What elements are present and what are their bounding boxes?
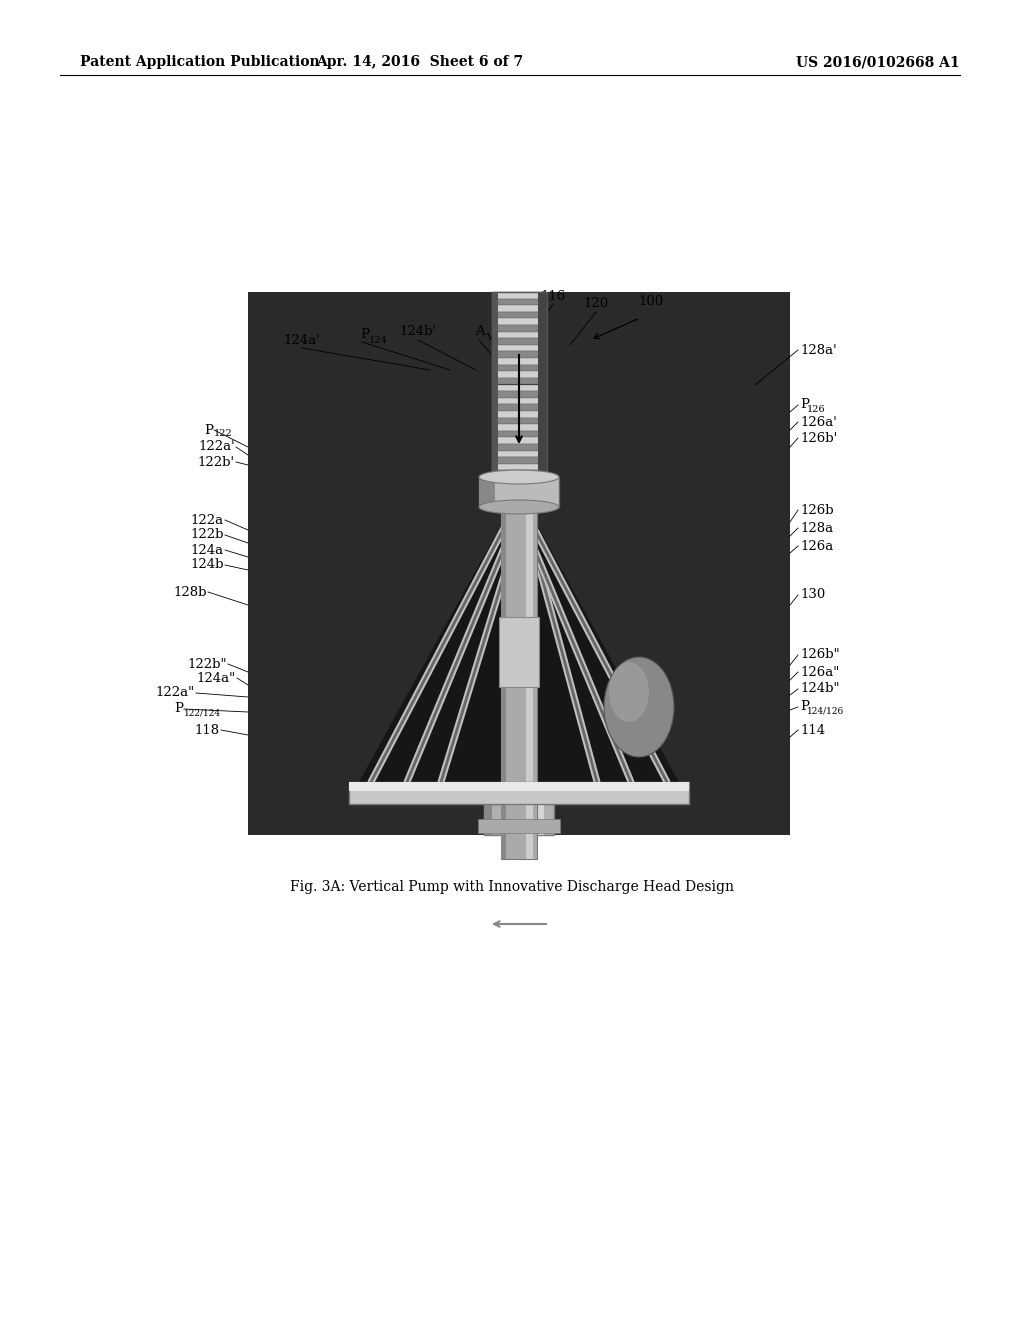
Bar [526, 507, 534, 859]
Bar [492, 457, 547, 463]
Ellipse shape [479, 500, 559, 513]
Text: 122/124: 122/124 [184, 709, 221, 718]
Bar [492, 437, 547, 444]
Text: 126a: 126a [800, 540, 834, 553]
Text: 126: 126 [807, 404, 825, 413]
Text: 124b': 124b' [399, 325, 436, 338]
Text: Apr. 14, 2016  Sheet 6 of 7: Apr. 14, 2016 Sheet 6 of 7 [316, 55, 523, 69]
Bar [492, 318, 547, 325]
Text: 126b': 126b' [800, 432, 838, 445]
Text: 126b: 126b [800, 503, 834, 516]
Bar [492, 430, 547, 437]
Bar [501, 507, 537, 859]
Bar [479, 477, 559, 507]
Bar [492, 371, 547, 378]
Text: 122a': 122a' [199, 441, 234, 454]
Text: US 2016/0102668 A1: US 2016/0102668 A1 [797, 55, 961, 69]
Text: P: P [204, 424, 213, 437]
Text: 124a": 124a" [197, 672, 236, 685]
Text: Patent Application Publication: Patent Application Publication [80, 55, 319, 69]
Bar [492, 345, 547, 351]
Text: A: A [475, 325, 484, 338]
Bar [492, 338, 547, 345]
Bar [534, 804, 544, 836]
Bar [492, 391, 547, 397]
Text: 124a': 124a' [284, 334, 321, 347]
Bar [492, 417, 547, 424]
Bar [492, 331, 547, 338]
Bar [492, 292, 498, 477]
Text: 122a: 122a [190, 513, 224, 527]
Text: 100: 100 [638, 294, 664, 308]
Text: 124/126: 124/126 [807, 706, 844, 715]
Bar [492, 411, 547, 417]
Bar [492, 424, 547, 430]
Text: 124b": 124b" [800, 682, 840, 696]
Text: 122a": 122a" [156, 686, 195, 700]
Text: 130: 130 [800, 589, 825, 602]
Bar [492, 312, 547, 318]
Text: P: P [800, 701, 809, 714]
Bar [492, 397, 547, 404]
Text: 124b: 124b [190, 558, 224, 572]
Text: 126a': 126a' [800, 416, 837, 429]
Bar [492, 351, 547, 358]
Bar [248, 292, 790, 836]
Polygon shape [359, 507, 679, 781]
Text: 118: 118 [195, 723, 220, 737]
Text: V: V [486, 333, 493, 342]
Text: P: P [174, 702, 183, 715]
Text: Fig. 3A: Vertical Pump with Innovative Discharge Head Design: Fig. 3A: Vertical Pump with Innovative D… [290, 880, 734, 894]
Bar [484, 804, 554, 836]
Text: 124: 124 [369, 337, 388, 345]
Text: 128a': 128a' [800, 343, 837, 356]
Bar [484, 804, 493, 836]
Bar [492, 298, 547, 305]
Bar [492, 292, 547, 477]
Bar [349, 781, 689, 791]
Bar [492, 404, 547, 411]
Bar [492, 463, 547, 470]
Bar [492, 470, 547, 477]
Bar [501, 507, 507, 859]
Text: 116: 116 [541, 290, 565, 304]
Ellipse shape [609, 663, 649, 722]
Ellipse shape [604, 657, 674, 756]
Bar [492, 292, 547, 298]
Bar [492, 384, 547, 391]
Text: 114: 114 [800, 723, 825, 737]
Text: 128a: 128a [800, 521, 834, 535]
Bar [478, 818, 560, 833]
Text: P: P [360, 327, 369, 341]
Text: 122b': 122b' [198, 455, 234, 469]
Bar [492, 358, 547, 364]
Bar [479, 477, 495, 507]
Bar [349, 781, 689, 804]
Ellipse shape [479, 470, 559, 484]
Bar [492, 378, 547, 384]
Bar [492, 364, 547, 371]
Bar [492, 444, 547, 450]
Text: P: P [800, 399, 809, 412]
Bar [492, 450, 547, 457]
Text: 122: 122 [214, 429, 232, 438]
Text: 122b": 122b" [187, 657, 227, 671]
Text: 126b": 126b" [800, 648, 840, 661]
Bar [539, 292, 547, 477]
Bar [499, 616, 539, 686]
Text: 126a": 126a" [800, 665, 840, 678]
Text: 124a: 124a [190, 544, 224, 557]
Bar [492, 305, 547, 312]
Text: 122b: 122b [190, 528, 224, 541]
Bar [492, 325, 547, 331]
Text: 128b: 128b [173, 586, 207, 598]
Text: 120: 120 [584, 297, 608, 310]
